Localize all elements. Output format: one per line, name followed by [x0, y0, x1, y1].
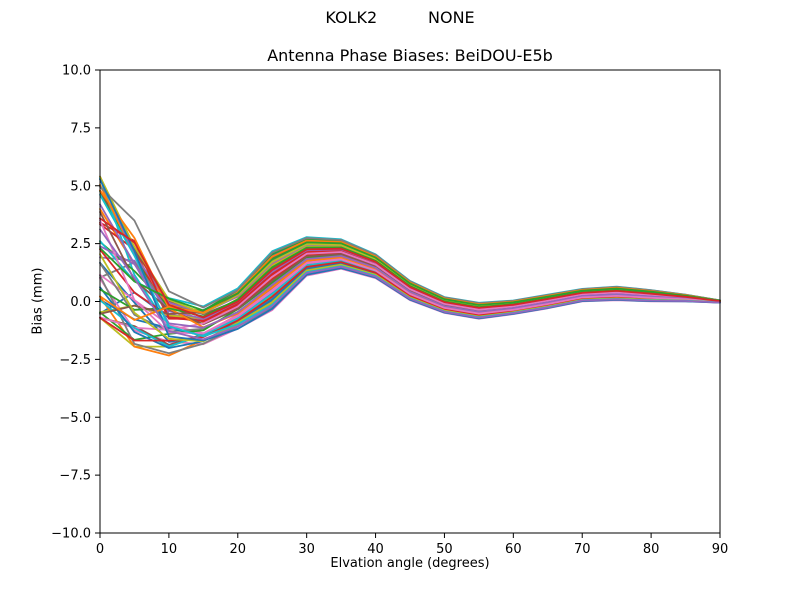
x-tick-label: 10 [161, 542, 178, 557]
bias-curve [99, 219, 721, 335]
y-tick-label: 0.0 [70, 295, 91, 310]
x-tick-label: 70 [574, 542, 591, 557]
bias-curve [99, 228, 721, 341]
y-tick-label: 2.5 [70, 237, 91, 252]
y-tick-label: −7.5 [59, 469, 91, 484]
y-tick-label: 7.5 [70, 121, 91, 136]
y-tick-label: −5.0 [59, 411, 91, 426]
x-tick-label: 20 [230, 542, 247, 557]
axes-spines [99, 69, 721, 534]
bias-curve [99, 203, 721, 329]
axes-title: Antenna Phase Biases: BeiDOU-E5b [267, 46, 553, 65]
bias-curve [99, 217, 721, 319]
bias-curve [99, 251, 721, 331]
x-tick-label: 30 [298, 542, 315, 557]
x-tick-label: 60 [505, 542, 522, 557]
y-tick-label: −10.0 [51, 527, 91, 542]
y-tick-label: −2.5 [59, 353, 91, 368]
x-tick-label: 0 [96, 542, 104, 557]
x-tick-label: 50 [436, 542, 453, 557]
bias-curve [99, 193, 721, 338]
y-tick-label: 5.0 [70, 179, 91, 194]
x-axis-label: Elvation angle (degrees) [330, 556, 490, 571]
bias-curve [99, 241, 721, 312]
x-tick-label: 80 [643, 542, 660, 557]
x-tick-label: 90 [712, 542, 729, 557]
figure-suptitle: KOLK2 NONE [325, 8, 475, 27]
bias-curve [99, 262, 721, 349]
y-tick-label: 10.0 [62, 64, 91, 79]
bias-curve [99, 208, 721, 323]
y-axis-label: Bias (mm) [30, 267, 46, 335]
x-tick-label: 40 [367, 542, 384, 557]
bias-curve [99, 185, 721, 309]
